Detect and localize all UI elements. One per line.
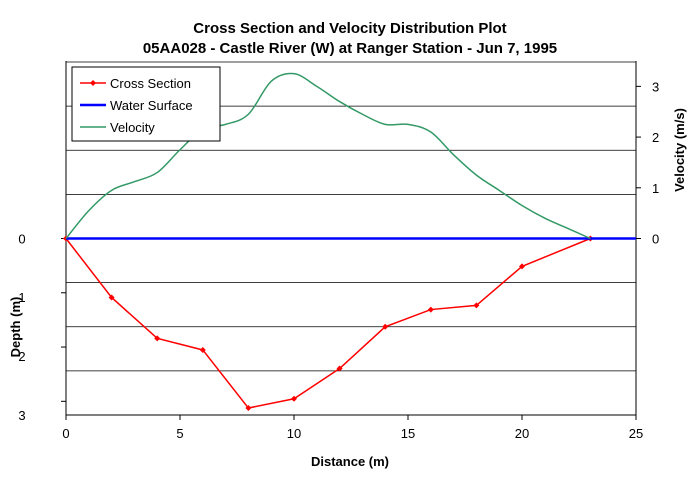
chart-subtitle: 05AA028 - Castle River (W) at Ranger Sta… [143, 40, 557, 57]
data-point-cross-section [245, 405, 252, 412]
velocity-tick-label: 1 [652, 181, 659, 196]
data-point-cross-section [382, 323, 389, 330]
legend-label-cross-section: Cross Section [110, 76, 191, 91]
velocity-tick-label: 0 [652, 232, 659, 247]
legend-label-velocity: Velocity [110, 120, 155, 135]
depth-tick-label: 2 [18, 349, 25, 364]
data-point-cross-section [519, 263, 525, 270]
legend: Cross Section Water Surface Velocity [71, 66, 221, 142]
data-point-cross-section [199, 346, 206, 353]
x-axis-label: Distance (m) [311, 454, 389, 469]
depth-tick-label: 3 [18, 408, 25, 423]
series-line-cross-section [65, 237, 591, 409]
depth-axis-label: Depth (m) [8, 297, 23, 358]
x-tick-label: 25 [629, 426, 643, 441]
data-point-cross-section [336, 365, 343, 372]
data-point-cross-section [473, 302, 480, 309]
x-tick-label: 5 [176, 426, 183, 441]
legend-label-water-surface: Water Surface [110, 98, 193, 113]
data-point-cross-section [427, 306, 434, 313]
depth-tick-label: 0 [18, 232, 25, 247]
velocity-axis-label: Velocity (m/s) [672, 108, 687, 192]
depth-tick-label: 1 [18, 290, 25, 305]
data-point-cross-section [154, 335, 161, 342]
x-tick-label: 20 [515, 426, 529, 441]
velocity-tick-label: 2 [652, 130, 659, 145]
velocity-tick-label: 3 [652, 79, 659, 94]
series-line-velocity [65, 72, 591, 240]
legend-marker-cross-section [90, 80, 96, 86]
chart-title: Cross Section and Velocity Distribution … [193, 20, 506, 37]
x-tick-label: 0 [62, 426, 69, 441]
x-tick-label: 15 [401, 426, 415, 441]
x-tick-label: 10 [287, 426, 301, 441]
plot-area: 0 5 10 15 20 25 0 1 2 3 0 1 2 3 [18, 61, 659, 441]
data-point-cross-section [108, 294, 115, 301]
data-point-cross-section [291, 395, 297, 402]
